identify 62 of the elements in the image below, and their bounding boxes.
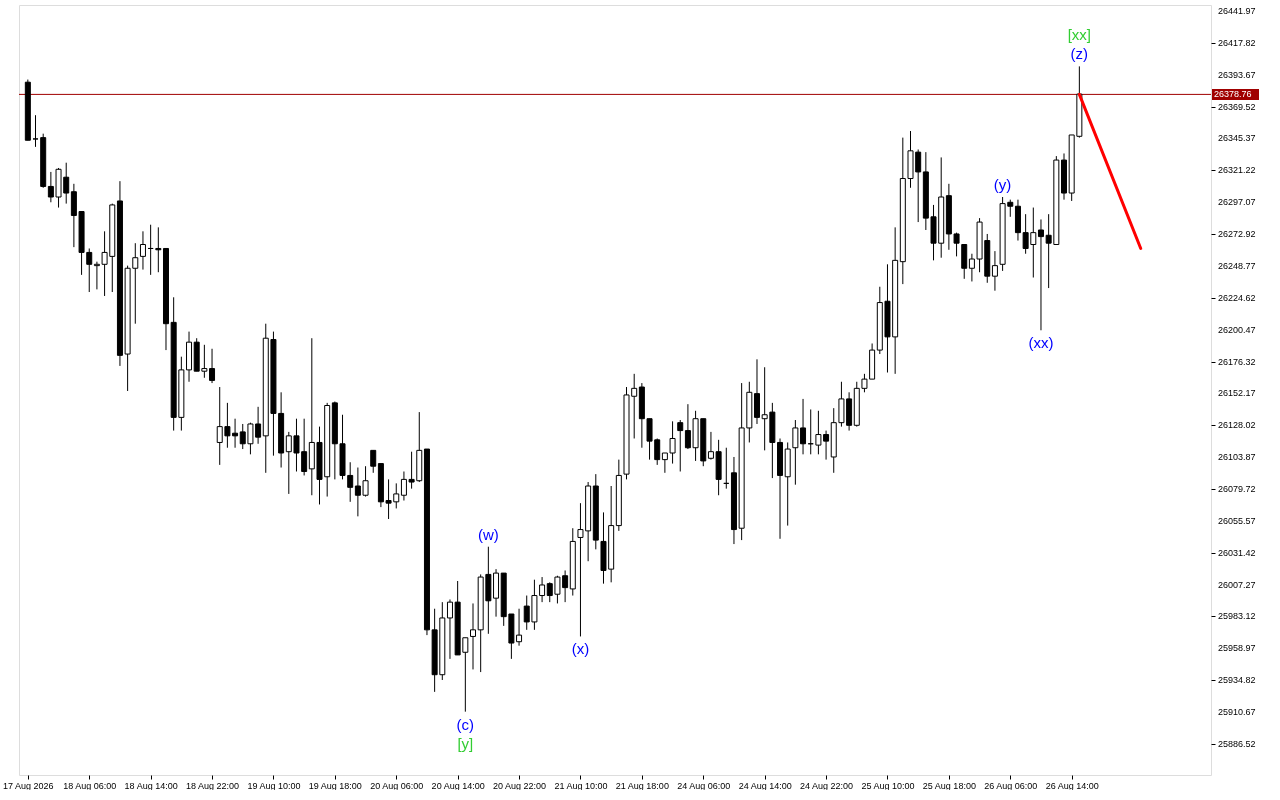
- candlestick: [155, 226, 162, 273]
- y-tick-label: 26321.22: [1218, 165, 1256, 176]
- annotation: (y): [993, 176, 1012, 194]
- y-tick-label: 26152.17: [1218, 388, 1256, 399]
- y-tick-label: 26297.07: [1218, 197, 1256, 208]
- x-tick-label: 20 Aug 22:00: [493, 780, 547, 791]
- ref-line-label: 26378.76: [1214, 89, 1252, 100]
- candlestick: [139, 230, 146, 271]
- x-tick-label: 21 Aug 18:00: [615, 780, 669, 791]
- x-tick-label: 18 Aug 06:00: [63, 780, 117, 791]
- y-tick-label: 26200.47: [1218, 324, 1256, 335]
- y-tick-label: 26248.77: [1218, 260, 1256, 271]
- x-tick-label: 24 Aug 06:00: [677, 780, 731, 791]
- annotation: [y]: [457, 734, 474, 752]
- x-tick-label: 20 Aug 06:00: [370, 780, 424, 791]
- y-tick-label: 26345.37: [1218, 133, 1256, 144]
- candlestick: [470, 602, 477, 670]
- y-tick-label: 26055.57: [1218, 515, 1256, 526]
- y-tick-label: 26369.52: [1218, 101, 1256, 112]
- y-tick-label: 26007.27: [1218, 579, 1256, 590]
- y-tick-label: 26176.32: [1218, 356, 1256, 367]
- annotation: (z): [1070, 45, 1089, 63]
- y-tick-label: 25983.12: [1218, 611, 1256, 622]
- x-tick-label: 25 Aug 10:00: [861, 780, 915, 791]
- annotation: (w): [477, 525, 499, 543]
- candlestick: [1037, 218, 1044, 331]
- y-tick-label: 25958.97: [1218, 643, 1256, 654]
- candlestick: [370, 449, 377, 474]
- candlestick: [677, 419, 684, 472]
- y-tick-label: 26272.92: [1218, 229, 1256, 240]
- y-tick-label: 26079.72: [1218, 484, 1256, 495]
- x-tick-label: 26 Aug 14:00: [1045, 780, 1099, 791]
- candlestick: [961, 244, 968, 280]
- annotation: [xx]: [1067, 26, 1092, 44]
- y-tick-label: 26393.67: [1218, 69, 1256, 80]
- x-tick-label: 18 Aug 22:00: [186, 780, 240, 791]
- candlestick: [32, 114, 39, 148]
- x-tick-label: 26 Aug 06:00: [984, 780, 1038, 791]
- x-tick-label: 18 Aug 14:00: [124, 780, 178, 791]
- x-tick-label: 17 Aug 2026: [3, 780, 54, 791]
- y-tick-label: 25910.67: [1218, 707, 1256, 718]
- x-tick-label: 19 Aug 10:00: [247, 780, 301, 791]
- candlestick: [753, 358, 760, 425]
- y-tick-label: 26128.02: [1218, 420, 1256, 431]
- x-tick-label: 19 Aug 18:00: [308, 780, 362, 791]
- candlestick: [446, 598, 453, 660]
- y-tick-label: 26103.87: [1218, 452, 1256, 463]
- x-tick-label: 24 Aug 22:00: [800, 780, 854, 791]
- y-tick-label: 26031.42: [1218, 547, 1256, 558]
- y-tick-label: 26417.82: [1218, 37, 1256, 48]
- annotation: (xx): [1028, 334, 1054, 352]
- annotation: (x): [571, 640, 590, 658]
- y-tick-label: 26224.62: [1218, 292, 1256, 303]
- x-tick-label: 24 Aug 14:00: [738, 780, 792, 791]
- y-tick-label: 25934.82: [1218, 675, 1256, 686]
- x-tick-label: 21 Aug 10:00: [554, 780, 608, 791]
- annotation: (c): [456, 715, 475, 733]
- x-tick-label: 20 Aug 14:00: [431, 780, 485, 791]
- x-tick-label: 25 Aug 18:00: [922, 780, 976, 791]
- y-tick-label: 26441.97: [1218, 5, 1256, 16]
- candlestick: [991, 250, 998, 292]
- y-tick-label: 25886.52: [1218, 738, 1256, 749]
